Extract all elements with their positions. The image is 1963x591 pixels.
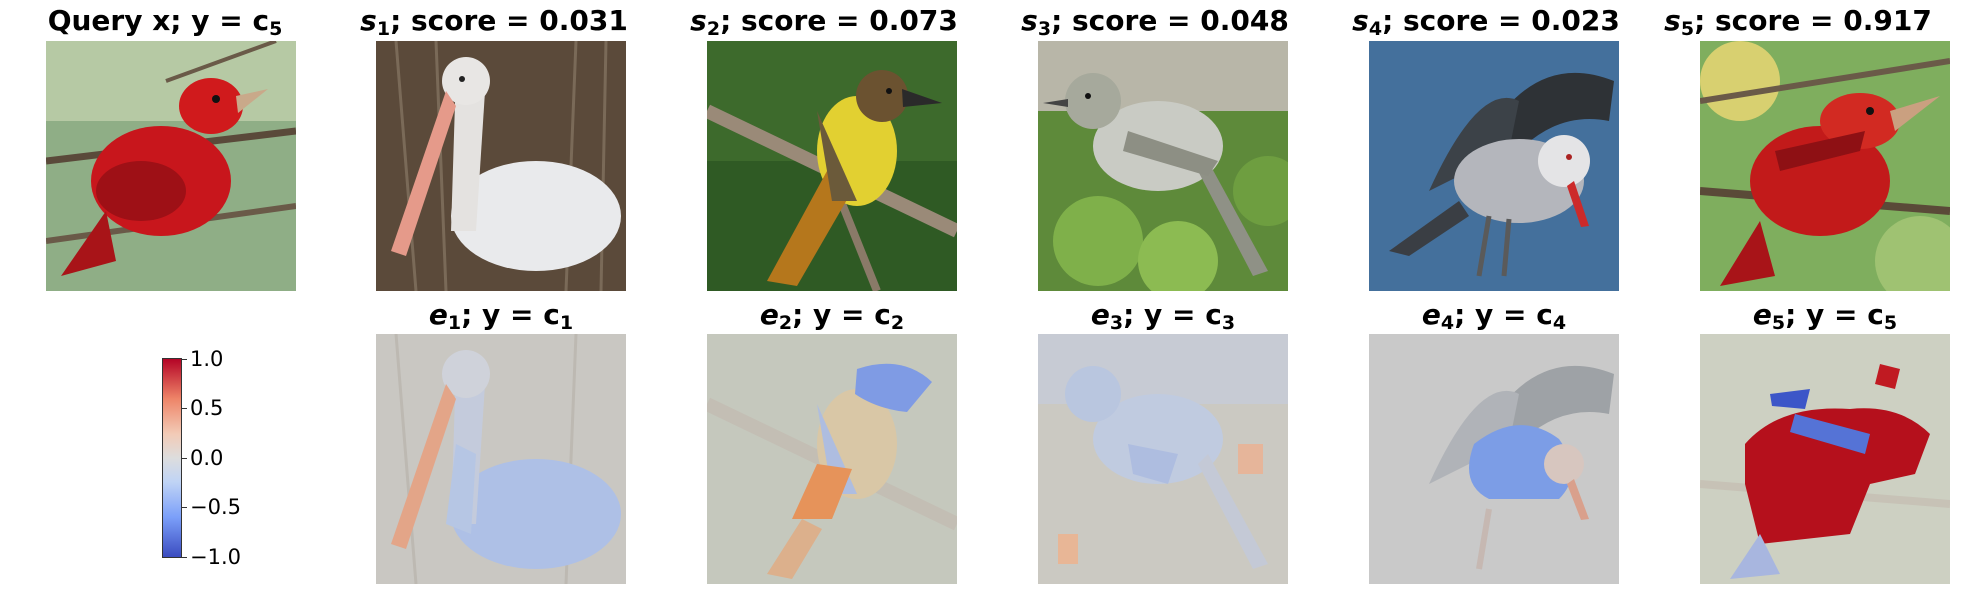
candidate-title-5: s5; score = 0.917	[1664, 4, 1932, 41]
colorbar-tick-1	[181, 359, 187, 360]
explanation-heatmap-1	[376, 334, 626, 584]
candidate-image-2	[707, 41, 957, 291]
explanation-title-5: e5; y = c5	[1752, 298, 1898, 335]
colorbar-tick-0	[181, 458, 187, 459]
explanation-title-2: e2; y = c2	[759, 298, 905, 335]
candidate-title-2: s2; score = 0.073	[690, 4, 958, 41]
explanation-title-4: e4; y = c4	[1421, 298, 1567, 335]
colorbar-tick-05	[181, 408, 187, 409]
candidate-title-3: s3; score = 0.048	[1021, 4, 1289, 41]
query-title: Query x; y = c5	[47, 4, 283, 41]
candidate-image-5	[1700, 41, 1950, 291]
colorbar-label-0: 0.0	[190, 446, 224, 470]
explanation-title-3: e3; y = c3	[1090, 298, 1236, 335]
explanation-heatmap-5	[1700, 334, 1950, 584]
candidate-image-4	[1369, 41, 1619, 291]
explanation-heatmap-3	[1038, 334, 1288, 584]
candidate-image-1	[376, 41, 626, 291]
candidate-image-3	[1038, 41, 1288, 291]
colorbar-label-05: 0.5	[190, 396, 224, 420]
colorbar-label-neg05: −0.5	[190, 495, 241, 519]
candidate-title-1: s1; score = 0.031	[360, 4, 628, 41]
candidate-title-4: s4; score = 0.023	[1352, 4, 1620, 41]
colorbar-label-neg1: −1.0	[190, 545, 241, 569]
colorbar	[162, 358, 182, 558]
colorbar-tick-neg05	[181, 507, 187, 508]
explanation-heatmap-4	[1369, 334, 1619, 584]
colorbar-tick-neg1	[181, 557, 187, 558]
explanation-title-1: e1; y = c1	[428, 298, 574, 335]
explanation-heatmap-2	[707, 334, 957, 584]
query-image	[46, 41, 296, 291]
colorbar-label-1: 1.0	[190, 347, 224, 371]
